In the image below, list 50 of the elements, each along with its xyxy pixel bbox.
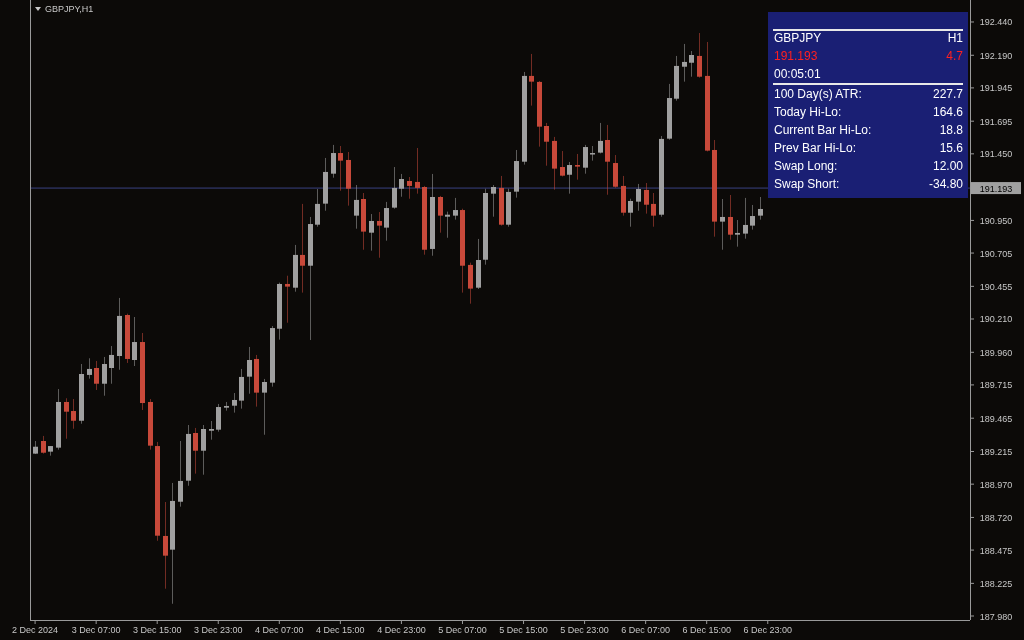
y-tick-label: 190.950 (979, 215, 1013, 226)
annotation: 164.6 (932, 105, 964, 119)
x-tick-label: 4 Dec 23:00 (377, 625, 426, 635)
x-tick-label: 3 Dec 15:00 (132, 625, 182, 635)
annotation: -34.80 (928, 177, 964, 191)
annotation: H1 (947, 31, 964, 45)
y-tick-label: 187.980 (979, 611, 1013, 622)
y-tick-label: 191.695 (979, 116, 1013, 127)
x-tick-label: 3 Dec 07:00 (71, 625, 121, 635)
y-tick-label: 188.970 (979, 479, 1013, 490)
annotation: GBPJPY (774, 31, 822, 45)
annotation: Swap Long: (774, 159, 838, 173)
annotation: Current Bar Hi-Lo: (774, 123, 872, 137)
x-tick-label: 4 Dec 15:00 (316, 625, 365, 635)
y-tick-label: 189.960 (979, 347, 1013, 358)
y-tick-label: 192.190 (979, 50, 1013, 61)
x-tick-label: 5 Dec 23:00 (560, 625, 609, 635)
y-tick-label: 190.455 (979, 281, 1013, 292)
annotation: 15.6 (939, 141, 964, 155)
y-tick-label: 191.945 (979, 83, 1013, 94)
x-tick-label: 6 Dec 07:00 (621, 625, 670, 635)
x-tick-label: 5 Dec 07:00 (438, 625, 487, 635)
y-tick-label: 188.475 (979, 545, 1013, 556)
annotation: 100 Day(s) ATR: (774, 87, 862, 101)
annotation: Prev Bar Hi-Lo: (774, 141, 857, 155)
annotation: 18.8 (939, 123, 964, 137)
x-tick-label: 3 Dec 23:00 (193, 625, 243, 635)
y-tick-label: 189.465 (979, 413, 1013, 424)
y-tick-label: 192.440 (979, 17, 1013, 28)
y-tick-label: 189.215 (979, 447, 1013, 458)
ref-line-label: 191.193 (979, 183, 1013, 194)
x-tick-label: 5 Dec 15:00 (499, 625, 548, 635)
chart-title: GBPJPY,H1 (45, 4, 94, 14)
y-tick-label: 190.705 (979, 248, 1013, 259)
x-tick-label: 4 Dec 07:00 (255, 625, 304, 635)
annotation: 00:05:01 (774, 67, 822, 81)
x-tick-label: 6 Dec 23:00 (743, 625, 793, 635)
y-tick-label: 188.720 (979, 512, 1013, 523)
y-tick-label: 189.715 (979, 380, 1013, 391)
y-tick-label: 190.210 (979, 314, 1013, 325)
x-tick-label: 2 Dec 2024 (12, 625, 59, 635)
annotation: Today Hi-Lo: (774, 105, 842, 119)
annotation: 227.7 (932, 87, 964, 101)
y-tick-label: 191.450 (979, 149, 1013, 160)
annotation: 12.00 (932, 159, 964, 173)
annotation: 4.7 (946, 49, 964, 63)
y-tick-label: 188.225 (979, 578, 1013, 589)
annotation: Swap Short: (774, 177, 840, 191)
x-tick-label: 6 Dec 15:00 (682, 625, 731, 635)
annotation: 191.193 (774, 49, 818, 63)
